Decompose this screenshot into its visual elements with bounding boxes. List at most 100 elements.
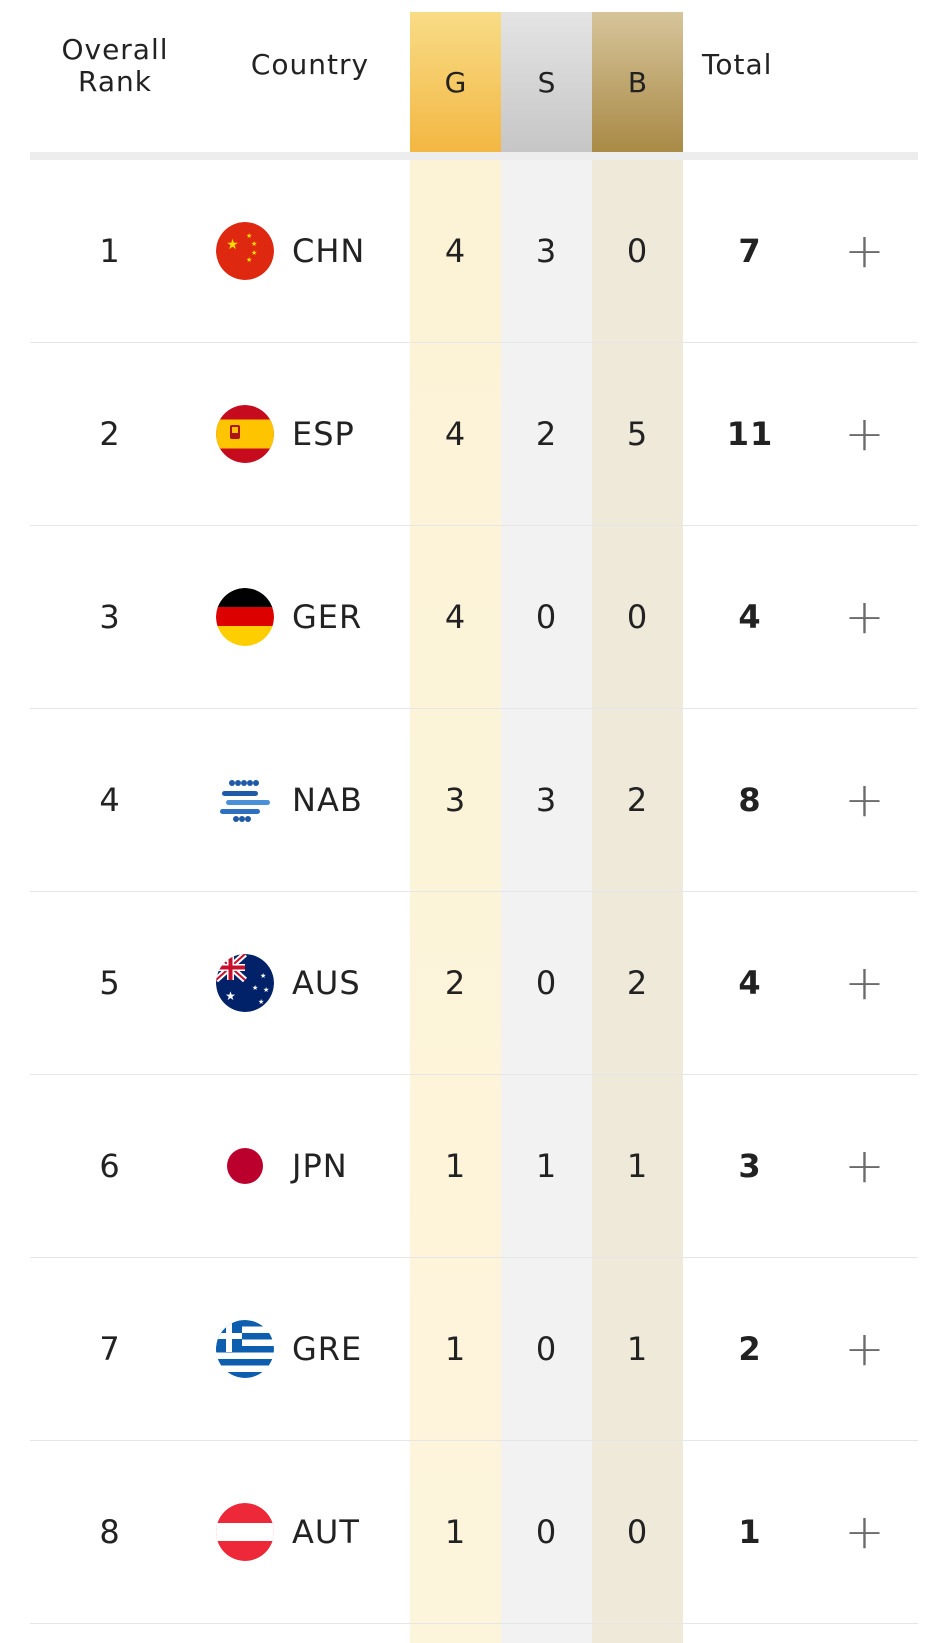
china-flag-icon: ★ ★ ★ ★ ★ [216,222,274,280]
total-count: 11 [726,415,774,453]
svg-text:★: ★ [226,237,240,253]
gold-count: 1 [444,1513,467,1551]
svg-text:★: ★ [251,240,258,248]
svg-text:★: ★ [260,972,267,980]
total-count: 8 [738,781,762,819]
row-divider [30,1074,918,1075]
total-count: 4 [738,598,762,636]
gold-count: 4 [444,415,467,453]
row-divider [30,525,918,526]
silver-count: 1 [535,1147,558,1185]
expand-icon[interactable]: + [844,223,886,279]
gold-count: 1 [444,1147,467,1185]
country-code: ESP [292,415,355,453]
bronze-count: 0 [626,1513,649,1551]
country-code: AUT [292,1513,360,1551]
total-count: 7 [738,232,762,270]
table-row-aus[interactable]: 5 ★ ★ ★ ★ ★ AUS 2 0 2 4 + [30,892,918,1075]
flag-cell [205,526,285,708]
country-code: AUS [292,964,361,1002]
table-header: Overall Rank Country G S B Total [30,12,918,152]
rank-cell: 3 [99,598,121,636]
neutral-athletes-icon [216,771,274,829]
table-row-chn[interactable]: 1 ★ ★ ★ ★ ★ CHN 4 3 0 7 + [30,160,918,343]
silver-count: 0 [535,1330,558,1368]
expand-icon[interactable]: + [844,955,886,1011]
expand-icon[interactable]: + [844,772,886,828]
header-silver[interactable]: S [501,12,592,152]
expand-icon[interactable]: + [844,406,886,462]
rank-cell: 6 [99,1147,121,1185]
rank-cell: 5 [99,964,121,1002]
country-code: CHN [292,232,366,270]
gold-count: 4 [444,232,467,270]
flag-cell [205,1075,285,1257]
svg-text:★: ★ [252,984,259,992]
country-code: NAB [292,781,363,819]
expand-icon[interactable]: + [844,1504,886,1560]
gold-column-bg [410,12,501,1643]
gold-count: 1 [444,1330,467,1368]
row-divider [30,1257,918,1258]
gold-count: 3 [444,781,467,819]
table-row-ger[interactable]: 3 GER 4 0 0 4 + [30,526,918,709]
header-divider [30,152,918,160]
total-count: 1 [738,1513,762,1551]
silver-count: 2 [535,415,558,453]
australia-flag-icon: ★ ★ ★ ★ ★ [216,954,274,1012]
svg-text:★: ★ [258,998,265,1006]
silver-count: 3 [535,781,558,819]
flag-cell: ★ ★ ★ ★ ★ [205,160,285,342]
rank-cell: 4 [99,781,121,819]
svg-text:★: ★ [251,249,258,257]
total-count: 4 [738,964,762,1002]
svg-text:★: ★ [225,989,237,1003]
svg-text:★: ★ [246,232,253,240]
silver-column-bg [501,12,592,1643]
flag-cell [205,1258,285,1440]
bronze-count: 5 [626,415,649,453]
gold-count: 2 [444,964,467,1002]
row-divider [30,891,918,892]
gold-count: 4 [444,598,467,636]
germany-flag-icon [216,588,274,646]
expand-icon[interactable]: + [844,589,886,645]
flag-cell: ★ ★ ★ ★ ★ [205,892,285,1074]
svg-text:★: ★ [263,986,270,994]
country-code: GER [292,598,363,636]
table-row-jpn[interactable]: 6 JPN 1 1 1 3 + [30,1075,918,1258]
country-code: JPN [292,1147,348,1185]
rank-cell: 8 [99,1513,121,1551]
header-gold[interactable]: G [410,12,501,152]
bronze-count: 1 [626,1330,649,1368]
flag-cell [205,709,285,891]
total-count: 3 [738,1147,762,1185]
silver-count: 3 [535,232,558,270]
expand-icon[interactable]: + [844,1321,886,1377]
rank-cell: 2 [99,415,121,453]
header-total[interactable]: Total [702,48,773,81]
bronze-count: 0 [626,232,649,270]
row-divider [30,708,918,709]
bronze-count: 0 [626,598,649,636]
greece-flag-icon [216,1320,274,1378]
table-row-gre[interactable]: 7 GRE 1 0 1 2 + [30,1258,918,1441]
row-divider [30,1623,918,1624]
svg-text:★: ★ [246,256,253,264]
header-rank[interactable]: Overall Rank [61,33,169,99]
table-row-esp[interactable]: 2 ESP 4 2 5 11 + [30,343,918,526]
country-code: GRE [292,1330,363,1368]
bronze-count: 2 [626,964,649,1002]
medal-table: Overall Rank Country G S B Total 1 ★ ★ ★ ★ ★… [30,12,918,1643]
bronze-count: 2 [626,781,649,819]
table-row-aut[interactable]: 8 AUT 1 0 0 1 + [30,1441,918,1624]
flag-cell [205,343,285,525]
table-row-nab[interactable]: 4 NAB 3 3 2 8 + [30,709,918,892]
row-divider [30,1440,918,1441]
flag-cell [205,1441,285,1623]
bronze-column-bg [592,12,683,1643]
header-bronze[interactable]: B [592,12,683,152]
austria-flag-icon [216,1503,274,1561]
expand-icon[interactable]: + [844,1138,886,1194]
header-country[interactable]: Country [250,48,370,81]
